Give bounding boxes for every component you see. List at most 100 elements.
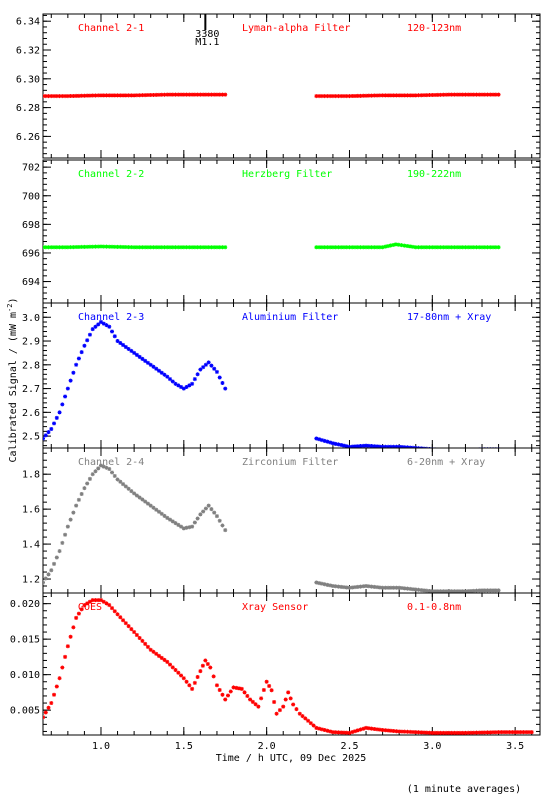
data-point [455,589,460,593]
data-point [121,618,126,623]
data-point [168,245,173,250]
filter-label: Xray Sensor [242,602,308,613]
data-point [397,93,402,98]
data-point [493,730,498,735]
data-point [140,245,145,250]
y-axis-title-superscript: -2 [6,304,14,312]
data-point [43,433,48,438]
data-point [151,92,156,97]
data-point [54,555,59,560]
data-point [311,723,316,728]
data-point [206,503,211,508]
data-point [405,93,410,98]
data-point [460,589,465,593]
data-point [65,644,70,649]
data-point [446,92,451,97]
band-label: 190-222nm [407,169,461,180]
data-point [49,701,54,706]
data-point [261,688,266,693]
data-point [96,244,101,249]
data-point [480,92,485,97]
data-point [159,370,164,375]
data-point [521,730,526,735]
data-point [466,589,471,593]
data-point [74,93,79,98]
data-point [355,444,360,448]
data-point [206,360,211,365]
data-point [427,93,432,98]
data-point [214,92,219,97]
data-point [65,524,70,529]
data-point [463,589,468,593]
filter-label: Aluminium Filter [242,312,338,323]
data-point [101,244,106,249]
data-point [190,245,195,250]
data-point [212,92,217,97]
data-point [134,245,139,250]
band-label: 17-80nm + Xray [407,312,491,323]
data-point [60,540,65,545]
data-point [468,92,473,97]
data-point [463,245,468,250]
data-point [388,444,393,448]
data-point [283,697,288,702]
data-point [383,444,388,448]
data-point [518,730,523,735]
data-point [54,94,59,99]
data-point [176,245,181,250]
data-point [57,410,62,415]
data-point [96,322,101,327]
data-point [115,339,120,344]
data-point [424,588,429,593]
data-point [391,585,396,590]
data-point [107,466,112,471]
data-point [123,245,128,250]
data-point [441,92,446,97]
data-point [339,94,344,99]
data-point [396,242,401,247]
data-point [410,587,415,592]
data-point [126,624,131,629]
data-point [314,245,319,250]
data-point [156,368,161,373]
data-point [132,245,137,250]
data-point [129,348,134,353]
data-point [496,730,501,735]
data-point [110,329,115,334]
data-point [358,584,363,589]
data-point [364,584,369,589]
data-point [162,513,167,518]
data-point [444,730,449,735]
data-point [361,245,366,250]
data-point [328,583,333,588]
data-point [422,588,427,593]
data-point [402,445,407,448]
data-point [90,327,95,332]
data-point [347,444,352,448]
data-point [85,93,90,98]
data-point [408,729,413,734]
data-point [156,92,161,97]
data-point [419,245,424,250]
data-point [198,512,203,517]
data-point [192,377,197,382]
data-point [170,379,175,384]
y-tick-label: 694 [22,277,40,288]
data-point [132,491,137,496]
data-point [85,601,90,606]
data-point [63,245,68,250]
data-point [333,584,338,589]
data-point [441,730,446,735]
data-point [529,730,534,735]
data-point [208,665,213,670]
data-point [52,692,57,697]
data-point [82,93,87,98]
data-point [60,402,65,407]
data-point [482,588,487,593]
channel-label: Channel 2-2 [78,169,144,180]
data-point [297,711,302,716]
data-point [513,730,518,735]
data-point [344,585,349,590]
data-point [358,727,363,732]
data-point [190,686,195,691]
